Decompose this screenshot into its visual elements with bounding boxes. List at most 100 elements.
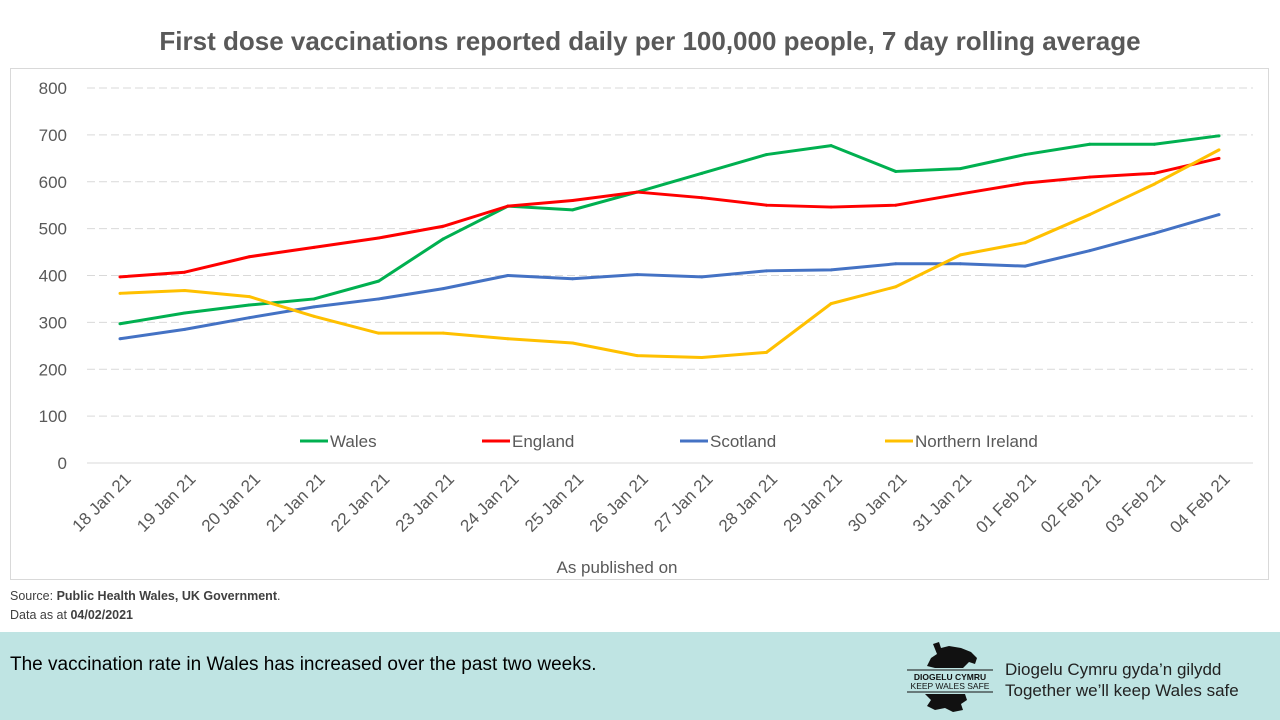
data-point (1023, 241, 1027, 245)
data-point (1152, 182, 1156, 186)
y-tick-label: 700 (39, 126, 67, 145)
data-point (312, 245, 316, 249)
data-point (441, 224, 445, 228)
data-point (1217, 156, 1221, 160)
data-date-prefix: Data as at (10, 608, 71, 622)
data-point (1152, 171, 1156, 175)
data-point (958, 167, 962, 171)
data-point (118, 337, 122, 341)
x-tick-label: 20 Jan 21 (198, 469, 264, 535)
legend-label: Scotland (710, 432, 776, 451)
data-point (1152, 142, 1156, 146)
data-point (764, 269, 768, 273)
data-point (700, 275, 704, 279)
x-tick-label: 27 Jan 21 (650, 469, 716, 535)
data-point (571, 199, 575, 202)
data-point (377, 331, 381, 335)
data-point (506, 337, 510, 341)
data-point (247, 303, 251, 307)
x-tick-label: 02 Feb 21 (1037, 469, 1105, 537)
chart-area (10, 68, 1269, 580)
legend-label: Northern Ireland (915, 432, 1038, 451)
series-line-scotland (119, 213, 1220, 341)
data-point (894, 285, 898, 289)
data-point (764, 203, 768, 207)
x-tick-label: 25 Jan 21 (521, 469, 587, 535)
x-tick-label: 28 Jan 21 (715, 469, 781, 535)
y-tick-label: 400 (39, 267, 67, 286)
data-date: 04/02/2021 (70, 608, 134, 622)
series-line-england (119, 156, 1220, 279)
data-point (377, 236, 381, 240)
data-point (635, 354, 639, 358)
data-point (506, 274, 510, 277)
data-point (441, 331, 445, 335)
data-point (894, 262, 898, 266)
x-tick-label: 18 Jan 21 (69, 469, 135, 535)
data-point (118, 291, 122, 295)
logo-text-en: KEEP WALES SAFE (911, 681, 990, 691)
data-point (441, 237, 445, 241)
x-tick-label: 01 Feb 21 (972, 469, 1040, 537)
x-tick-label: 26 Jan 21 (586, 469, 652, 535)
data-point (441, 287, 445, 291)
data-point (118, 275, 122, 279)
data-point (1088, 142, 1092, 146)
data-point (183, 327, 187, 331)
data-point (571, 208, 575, 212)
data-point (894, 203, 898, 207)
y-tick-label: 0 (58, 454, 67, 473)
data-point (1088, 249, 1092, 253)
data-point (377, 297, 381, 301)
data-point (764, 350, 768, 354)
series-line-wales (119, 134, 1220, 326)
data-point (635, 273, 639, 277)
logo-text-cy: DIOGELU CYMRU (914, 672, 986, 682)
data-point (700, 171, 704, 175)
keep-wales-safe-logo: DIOGELU CYMRU KEEP WALES SAFE (907, 642, 993, 712)
data-point (958, 253, 962, 257)
data-point (1023, 264, 1027, 268)
y-tick-label: 500 (39, 220, 67, 239)
data-point (1217, 148, 1221, 152)
slogan: Diogelu Cymru gyda’n gilydd Together we’… (1005, 659, 1239, 701)
x-tick-label: 04 Feb 21 (1166, 469, 1234, 537)
y-tick-label: 100 (39, 407, 67, 426)
data-point (764, 153, 768, 157)
data-point (1023, 153, 1027, 157)
y-tick-label: 800 (39, 79, 67, 98)
x-tick-label: 03 Feb 21 (1102, 469, 1170, 537)
footer-message: The vaccination rate in Wales has increa… (10, 654, 597, 675)
data-point (829, 144, 833, 148)
data-point (571, 277, 575, 281)
x-tick-label: 21 Jan 21 (263, 469, 329, 535)
data-point (247, 255, 251, 259)
slogan-welsh: Diogelu Cymru gyda’n gilydd (1005, 660, 1222, 679)
data-point (247, 316, 251, 320)
x-tick-label: 29 Jan 21 (780, 469, 846, 535)
x-tick-label: 24 Jan 21 (456, 469, 522, 535)
data-point (312, 305, 316, 309)
x-tick-label: 19 Jan 21 (133, 469, 199, 535)
data-point (894, 169, 898, 173)
slogan-english: Together we’ll keep Wales safe (1005, 681, 1239, 700)
x-tick-label: 31 Jan 21 (909, 469, 975, 535)
x-tick-label: 23 Jan 21 (392, 469, 458, 535)
y-tick-label: 200 (39, 360, 67, 379)
x-tick-label: 22 Jan 21 (327, 469, 393, 535)
data-point (571, 341, 575, 345)
data-point (1217, 134, 1221, 138)
data-point (247, 295, 251, 299)
source-prefix: Source: (10, 589, 57, 603)
legend-label: Wales (330, 432, 377, 451)
source-names: Public Health Wales, UK Government (56, 589, 277, 603)
data-point (1088, 175, 1092, 179)
data-point (183, 289, 187, 292)
data-point (312, 314, 316, 318)
data-point (1217, 213, 1221, 217)
data-point (829, 268, 833, 272)
x-axis-title: As published on (557, 558, 678, 577)
data-point (829, 205, 833, 209)
data-point (183, 311, 187, 315)
